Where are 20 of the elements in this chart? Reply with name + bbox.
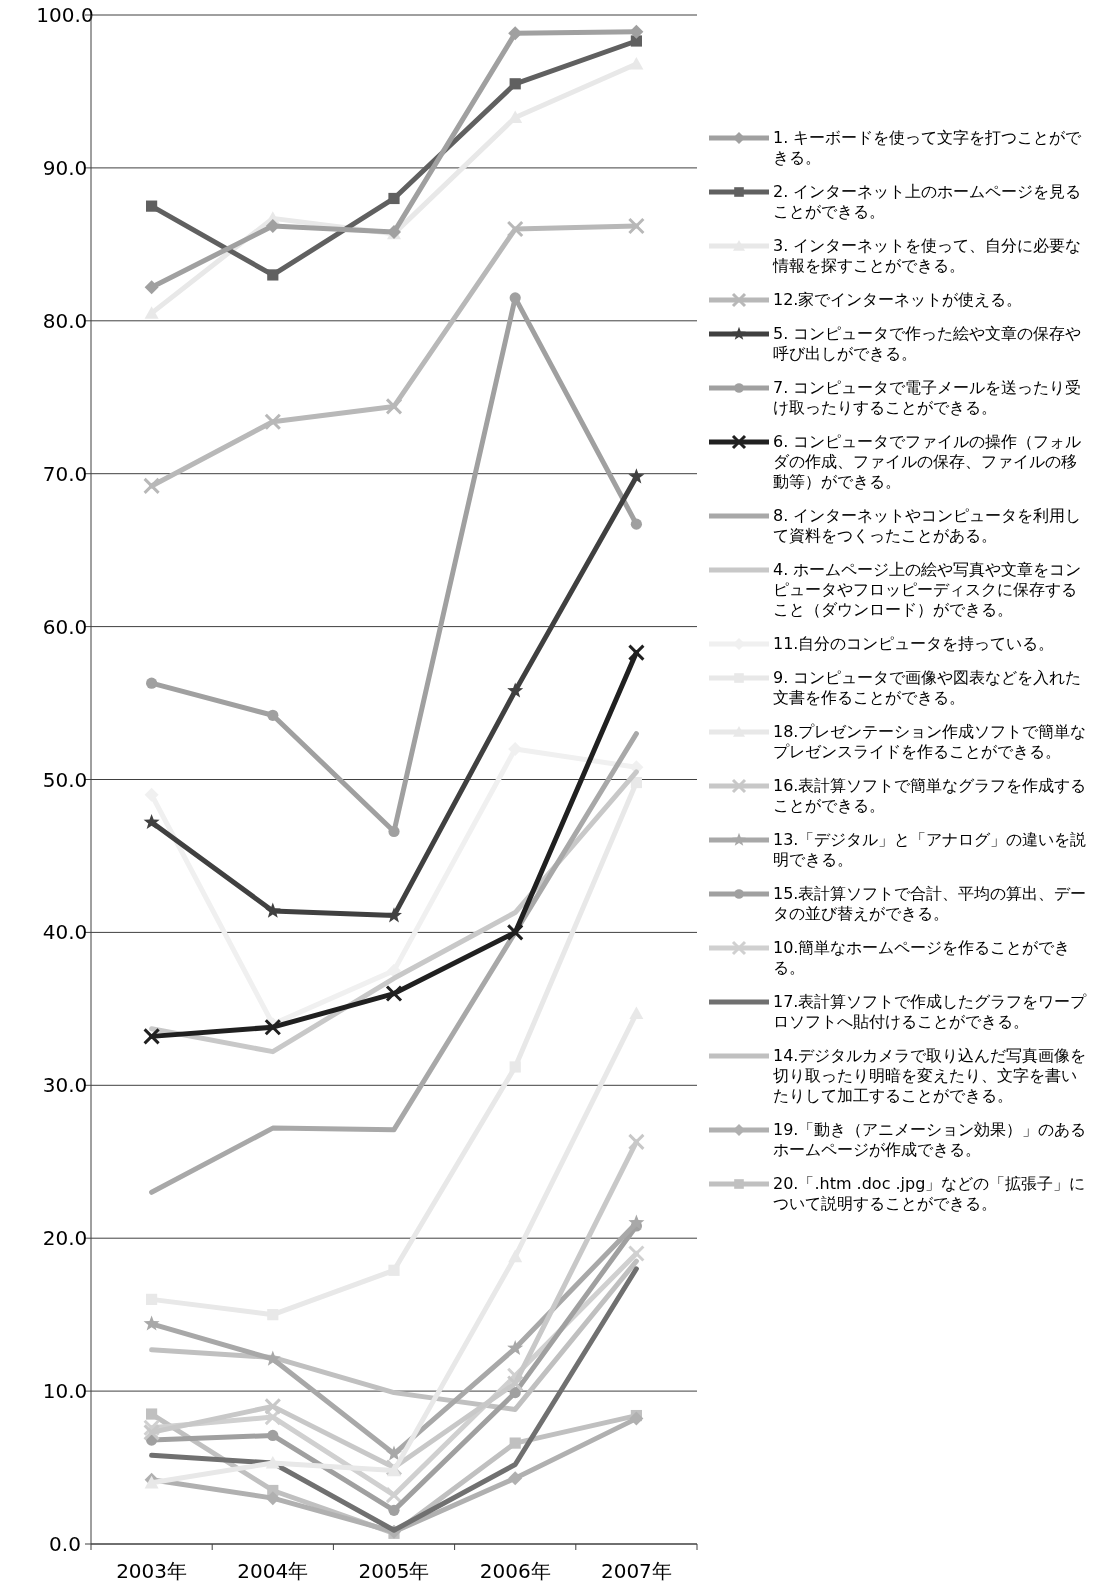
legend-label: 14.デジタルカメラで取り込んだ写真画像を切り取ったり明暗を変えたり、文字を書いたりして加工することができる。 xyxy=(773,1046,1088,1106)
legend-label: 15.表計算ソフトで合計、平均の算出、データの並び替えができる。 xyxy=(773,884,1088,924)
legend-label: 3. インターネットを使って、自分に必要な情報を探すことができる。 xyxy=(773,236,1083,276)
legend-label: 10.簡単なホームページを作ることができる。 xyxy=(773,938,1072,978)
legend-label: 7. コンピュータで電子メールを送ったり受け取ったりすることができる。 xyxy=(773,378,1083,418)
legend-label: 16.表計算ソフトで簡単なグラフを作成することができる。 xyxy=(773,776,1088,816)
legend-label: 4. ホームページ上の絵や写真や文章をコンピュータやフロッピーディスクに保存すること（ダウンロード）ができる。 xyxy=(773,560,1083,620)
legend-label: 18.プレゼンテーション作成ソフトで簡単なプレゼンスライドを作ることができる。 xyxy=(773,722,1088,762)
legend-label: 12.家でインターネットが使える。 xyxy=(773,290,1024,310)
legend-label: 11.自分のコンピュータを持っている。 xyxy=(773,634,1056,654)
legend-label: 5. コンピュータで作った絵や文章の保存や呼び出しができる。 xyxy=(773,324,1083,364)
legend-label: 19.「動き（アニメーション効果）」のあるホームページが作成できる。 xyxy=(773,1120,1088,1160)
legend-label: 2. インターネット上のホームページを見ることができる。 xyxy=(773,182,1083,222)
legend-label: 1. キーボードを使って文字を打つことができる。 xyxy=(773,128,1083,168)
legend-label: 8. インターネットやコンピュータを利用して資料をつくったことがある。 xyxy=(773,506,1083,546)
legend-label: 6. コンピュータでファイルの操作（フォルダの作成、ファイルの保存、ファイルの移動等）ができる。 xyxy=(773,432,1083,492)
legend-label: 9. コンピュータで画像や図表などを入れた文書を作ることができる。 xyxy=(773,668,1083,708)
legend-label: 17.表計算ソフトで作成したグラフをワープロソフトへ貼付けることができる。 xyxy=(773,992,1088,1032)
legend-label: 20.「.htm .doc .jpg」などの「拡張子」について説明することができる。 xyxy=(773,1174,1087,1214)
legend-label: 13.「デジタル」と「アナログ」の違いを説明できる。 xyxy=(773,830,1088,870)
